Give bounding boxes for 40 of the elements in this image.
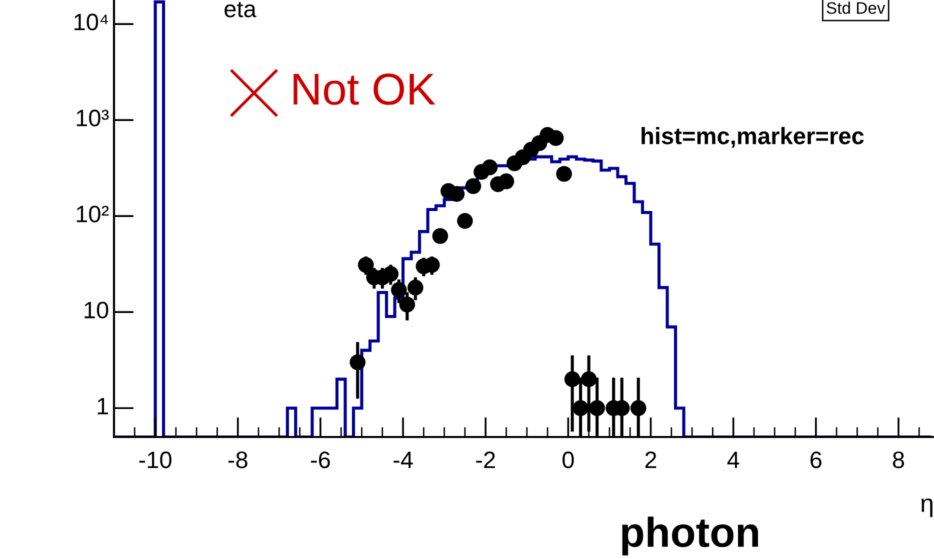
point [572, 400, 588, 416]
annotation: hist=mc,marker=rec [642, 126, 864, 148]
x-axis-title: η [921, 498, 932, 518]
point [390, 282, 407, 298]
x-tick-label: 0 [562, 452, 574, 468]
y-tick-label: 10² [76, 206, 109, 222]
y-tick-label: 10 [84, 302, 108, 318]
point [589, 400, 605, 416]
point [564, 371, 580, 388]
x-tick-label: 6 [810, 452, 822, 468]
point [498, 173, 514, 190]
point [548, 130, 564, 146]
chart-title: eta [224, 2, 256, 18]
x-tick-label: -6 [310, 452, 330, 468]
point [432, 228, 448, 244]
point [407, 280, 424, 296]
x-tick-label: -10 [139, 452, 172, 468]
point [350, 354, 366, 370]
point [556, 166, 572, 182]
y-tick-label: 10⁴ [74, 14, 108, 30]
text: photon [622, 516, 758, 556]
x-tick-label: -4 [394, 452, 413, 468]
x-tick-label: 8 [892, 452, 904, 468]
point [358, 256, 374, 273]
x-tick-label: 4 [727, 452, 740, 468]
x-tick-label: -8 [228, 452, 248, 468]
annotation: Std Dev [826, 2, 886, 14]
annotation: Not OK [294, 73, 436, 105]
point [580, 371, 597, 388]
y-tick-label: 10³ [76, 110, 109, 126]
y-tick-label: 1 [98, 398, 108, 414]
point [465, 178, 482, 194]
point [457, 213, 473, 229]
point [382, 266, 399, 282]
x-tick-label: 2 [645, 452, 656, 468]
point [630, 400, 646, 416]
point [482, 159, 498, 176]
point [448, 186, 465, 202]
x-tick-label: -2 [476, 452, 495, 468]
point [399, 296, 416, 312]
